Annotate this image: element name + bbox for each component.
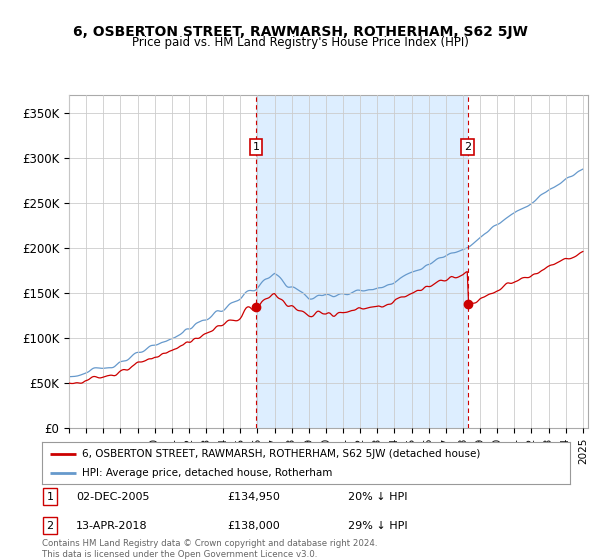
Text: Contains HM Land Registry data © Crown copyright and database right 2024.
This d: Contains HM Land Registry data © Crown c…: [42, 539, 377, 559]
Text: 1: 1: [46, 492, 53, 502]
Text: 2: 2: [464, 142, 472, 152]
Text: 6, OSBERTON STREET, RAWMARSH, ROTHERHAM, S62 5JW (detached house): 6, OSBERTON STREET, RAWMARSH, ROTHERHAM,…: [82, 449, 480, 459]
Text: 1: 1: [253, 142, 260, 152]
Text: 2: 2: [46, 520, 53, 530]
Text: 02-DEC-2005: 02-DEC-2005: [76, 492, 150, 502]
Text: Price paid vs. HM Land Registry's House Price Index (HPI): Price paid vs. HM Land Registry's House …: [131, 36, 469, 49]
Text: £134,950: £134,950: [227, 492, 280, 502]
Text: HPI: Average price, detached house, Rotherham: HPI: Average price, detached house, Roth…: [82, 468, 332, 478]
Text: 13-APR-2018: 13-APR-2018: [76, 520, 148, 530]
Text: £138,000: £138,000: [227, 520, 280, 530]
Text: 20% ↓ HPI: 20% ↓ HPI: [348, 492, 408, 502]
Text: 6, OSBERTON STREET, RAWMARSH, ROTHERHAM, S62 5JW: 6, OSBERTON STREET, RAWMARSH, ROTHERHAM,…: [73, 25, 527, 39]
Bar: [256, 95, 468, 428]
Text: 29% ↓ HPI: 29% ↓ HPI: [348, 520, 408, 530]
